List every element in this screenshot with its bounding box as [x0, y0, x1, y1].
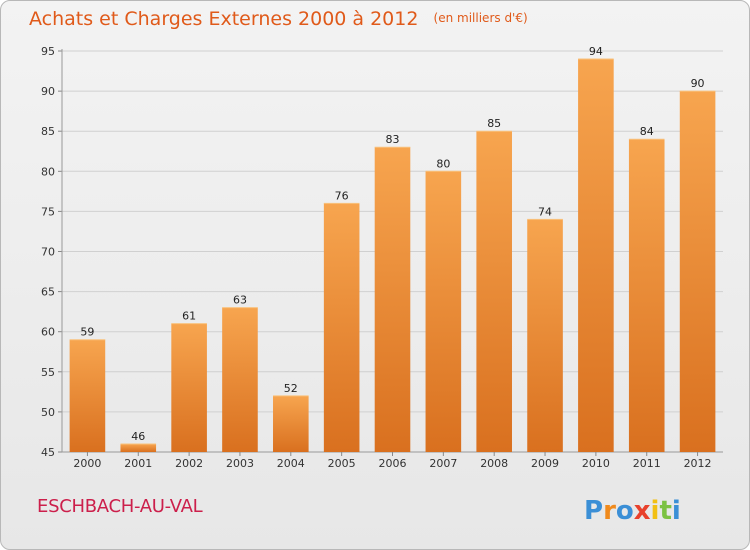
labels: 59 2000 46 2001 61 2002 63 2003 52 2004 76 2005 83 20…	[73, 45, 711, 470]
x-tick-label: 2004	[277, 457, 305, 470]
bar	[171, 323, 207, 452]
x-tick-label: 2008	[480, 457, 508, 470]
x-tick-label: 2003	[226, 457, 254, 470]
y-tick-label: 95	[41, 45, 55, 58]
bar-value-label: 59	[80, 326, 94, 339]
y-tick-label: 55	[41, 366, 55, 379]
bar-value-label: 76	[335, 189, 349, 202]
chart-title: Achats et Charges Externes 2000 à 2012	[29, 8, 419, 30]
bar	[222, 307, 258, 452]
y-tick-label: 45	[41, 446, 55, 459]
x-tick-label: 2002	[175, 457, 203, 470]
bar-value-label: 80	[436, 157, 450, 170]
commune-name: ESCHBACH-AU-VAL	[37, 496, 203, 517]
bar	[578, 59, 614, 453]
bar	[273, 395, 309, 452]
bar	[628, 139, 665, 452]
x-tick-label: 2012	[684, 457, 712, 470]
svg-text:Proxiti: Proxiti	[584, 496, 681, 526]
proxiti-logo: Proxiti	[584, 496, 681, 526]
x-tick-label: 2006	[379, 457, 407, 470]
y-tick-label: 85	[41, 125, 55, 138]
x-tick-label: 2005	[328, 457, 356, 470]
bar	[476, 131, 512, 452]
bar	[323, 203, 360, 452]
bar-value-label: 85	[487, 117, 501, 130]
bar-value-label: 83	[386, 133, 400, 146]
bar-value-label: 84	[640, 125, 654, 138]
bar-value-label: 94	[589, 45, 603, 58]
bar-value-label: 61	[182, 310, 196, 323]
bar	[120, 443, 157, 452]
y-tick-label: 60	[41, 326, 55, 339]
x-tick-label: 2011	[633, 457, 661, 470]
y-tick-label: 70	[41, 246, 55, 259]
x-tick-label: 2007	[429, 457, 457, 470]
chart-title-row: Achats et Charges Externes 2000 à 2012 (…	[29, 8, 528, 30]
bar-value-label: 74	[538, 205, 552, 218]
x-tick-label: 2009	[531, 457, 559, 470]
x-tick-label: 2000	[73, 457, 101, 470]
bar	[527, 219, 563, 452]
x-tick-label: 2010	[582, 457, 610, 470]
bar-value-label: 46	[131, 430, 145, 443]
y-tick-label: 65	[41, 286, 55, 299]
bars	[69, 58, 716, 453]
bar	[374, 147, 411, 453]
y-tick-label: 90	[41, 85, 55, 98]
y-tick-label: 50	[41, 406, 55, 419]
y-tick-label: 80	[41, 165, 55, 178]
bar	[425, 171, 462, 453]
y-tick-label: 75	[41, 205, 55, 218]
bar	[679, 91, 716, 452]
bar	[69, 339, 106, 452]
bar-value-label: 63	[233, 294, 247, 307]
x-tick-label: 2001	[124, 457, 152, 470]
chart-unit-note: (en milliers d'€)	[433, 11, 528, 25]
bar-value-label: 90	[691, 77, 705, 90]
bar-value-label: 52	[284, 382, 298, 395]
